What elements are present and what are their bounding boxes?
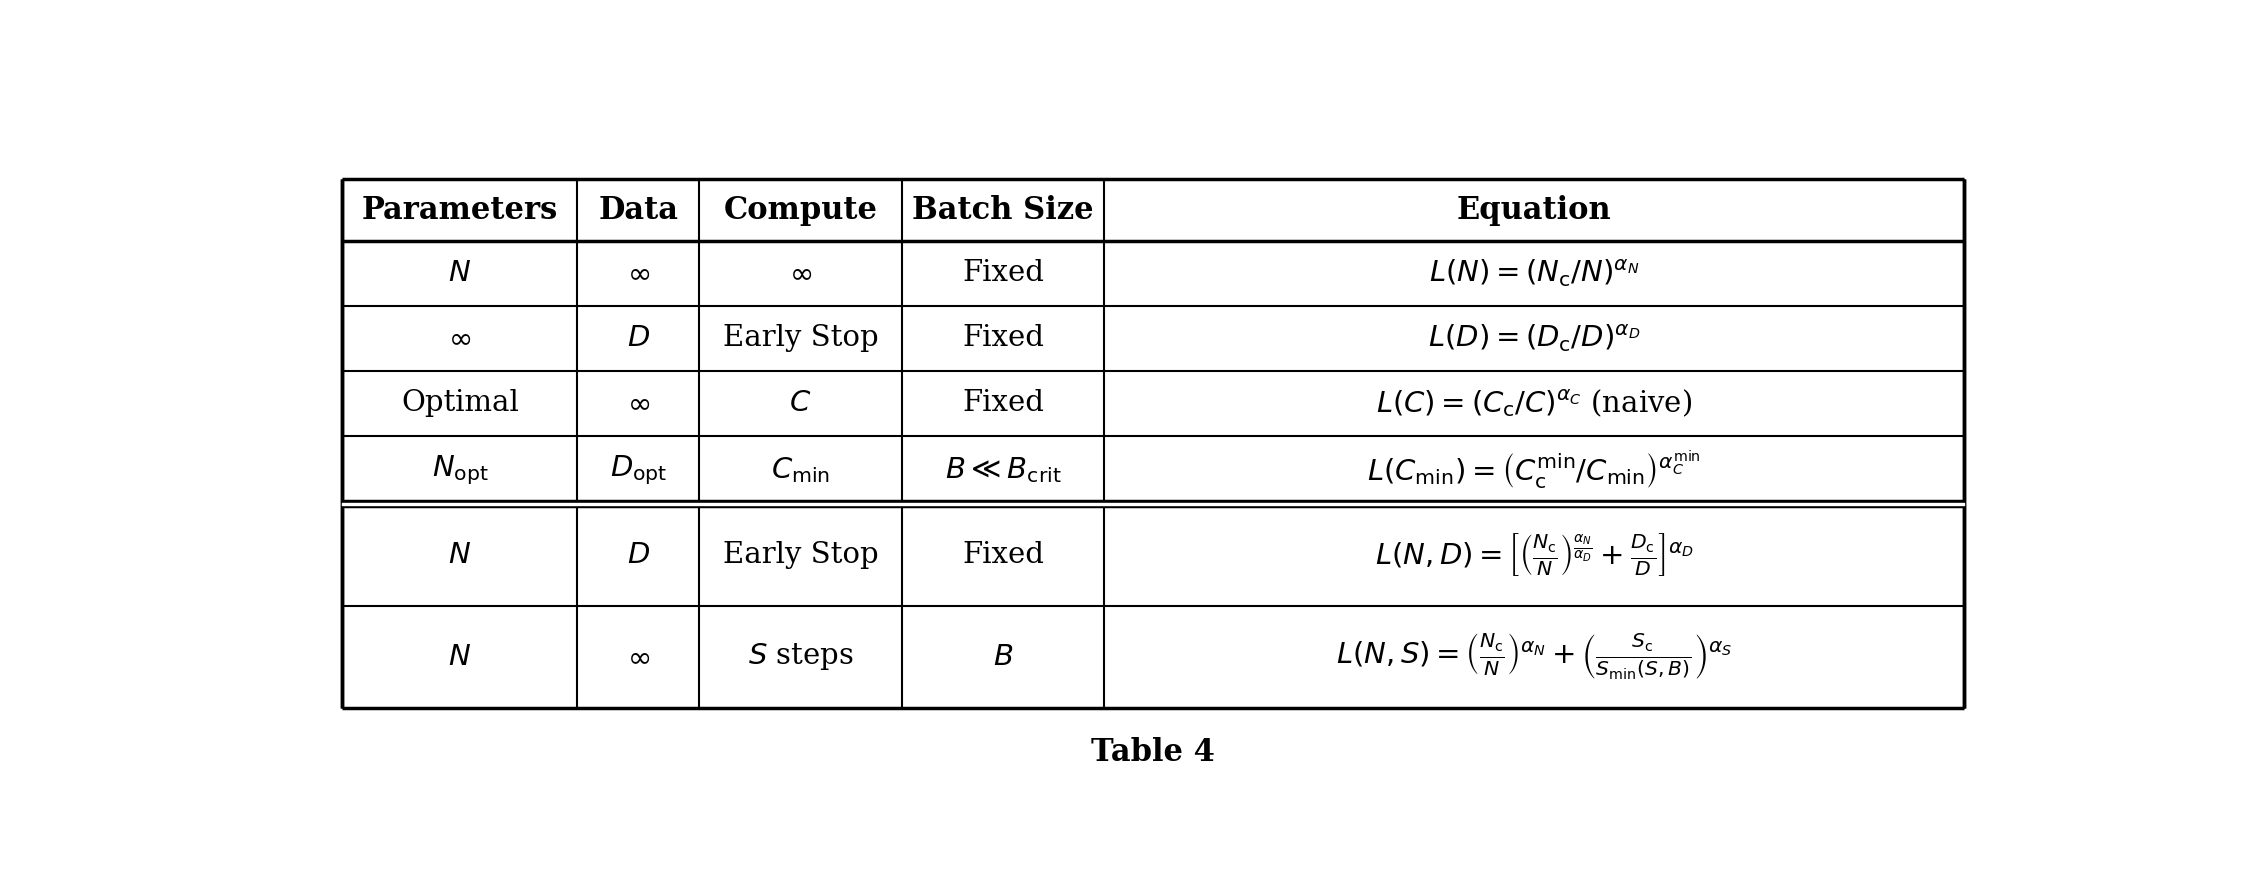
Text: Fixed: Fixed (963, 325, 1044, 352)
Text: $L\left(N,D\right) = \left[\left(\frac{N_{\mathrm{c}}}{N}\right)^{\frac{\alpha_{: $L\left(N,D\right) = \left[\left(\frac{N… (1375, 532, 1694, 578)
Text: $N$: $N$ (448, 643, 470, 671)
Text: $D_{\mathrm{opt}}$: $D_{\mathrm{opt}}$ (610, 453, 666, 487)
Text: $B$: $B$ (992, 643, 1012, 671)
Text: $L\left(N\right) = \left(N_{\mathrm{c}}/N\right)^{\alpha_{N}}$: $L\left(N\right) = \left(N_{\mathrm{c}}/… (1429, 258, 1640, 289)
Text: $N$: $N$ (448, 541, 470, 569)
Text: $\infty$: $\infty$ (628, 260, 650, 287)
Text: $\infty$: $\infty$ (448, 325, 472, 352)
Text: Equation: Equation (1456, 194, 1611, 226)
Text: Optimal: Optimal (400, 390, 520, 417)
Text: $D$: $D$ (628, 325, 650, 352)
Text: Early Stop: Early Stop (722, 325, 878, 352)
Text: $L\left(C_{\mathrm{min}}\right) = \left(C_{\mathrm{c}}^{\mathrm{min}}/C_{\mathrm: $L\left(C_{\mathrm{min}}\right) = \left(… (1368, 449, 1701, 491)
Text: $N$: $N$ (448, 260, 470, 287)
Text: Batch Size: Batch Size (911, 194, 1094, 226)
Text: $\infty$: $\infty$ (628, 390, 650, 417)
Text: $\infty$: $\infty$ (790, 260, 812, 287)
Text: $N_{\mathrm{opt}}$: $N_{\mathrm{opt}}$ (432, 453, 488, 487)
Text: Fixed: Fixed (963, 260, 1044, 287)
Text: $\infty$: $\infty$ (628, 643, 650, 671)
Text: $C$: $C$ (790, 390, 812, 417)
Text: $L\left(D\right) = \left(D_{\mathrm{c}}/D\right)^{\alpha_{D}}$: $L\left(D\right) = \left(D_{\mathrm{c}}/… (1429, 323, 1640, 354)
Text: $D$: $D$ (628, 541, 650, 569)
Text: Fixed: Fixed (963, 541, 1044, 569)
Text: $B \ll B_{\mathrm{crit}}$: $B \ll B_{\mathrm{crit}}$ (945, 455, 1062, 484)
Text: Early Stop: Early Stop (722, 541, 878, 569)
Text: $C_{\mathrm{min}}$: $C_{\mathrm{min}}$ (772, 455, 830, 484)
Text: Data: Data (598, 194, 677, 226)
Text: $L\left(N,S\right) = \left(\frac{N_{\mathrm{c}}}{N}\right)^{\alpha_{N}} + \left(: $L\left(N,S\right) = \left(\frac{N_{\mat… (1336, 632, 1732, 682)
Text: Compute: Compute (724, 194, 878, 226)
Text: $S$ steps: $S$ steps (747, 641, 853, 673)
Text: Table 4: Table 4 (1091, 737, 1215, 768)
Text: Parameters: Parameters (362, 194, 558, 226)
Text: $L\left(C\right) = \left(C_{\mathrm{c}}/C\right)^{\alpha_{C}}$ (naive): $L\left(C\right) = \left(C_{\mathrm{c}}/… (1377, 388, 1692, 419)
Text: Fixed: Fixed (963, 390, 1044, 417)
